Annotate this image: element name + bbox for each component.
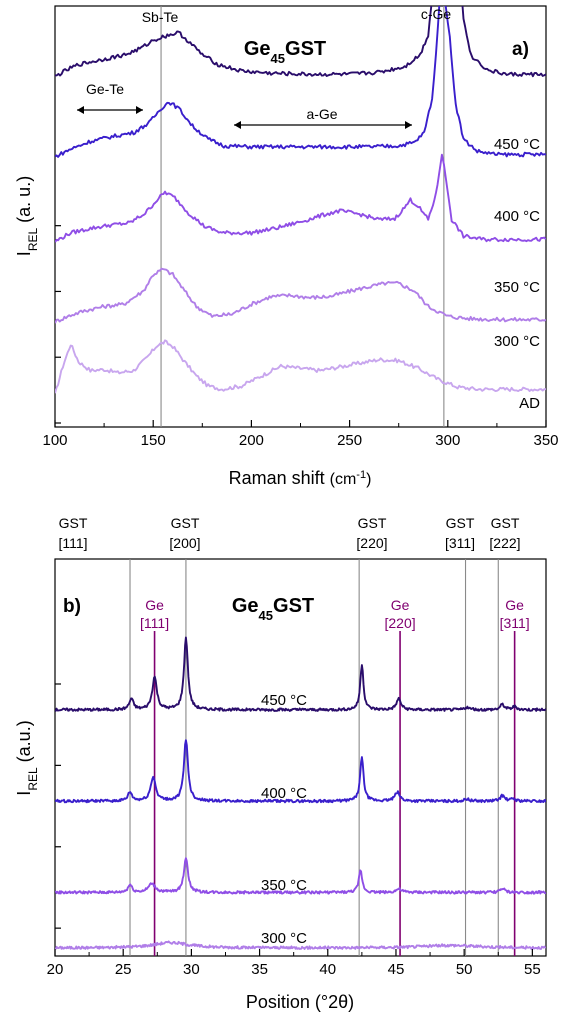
xrd-ge-ref-index: [220] <box>384 615 415 631</box>
xrd-x-tick-label: 35 <box>251 961 268 978</box>
raman-title: Ge45GST <box>244 38 326 66</box>
raman-trace <box>55 6 546 78</box>
raman-reference-lines <box>160 6 445 427</box>
raman-panel: 100 150 200 250 300 350 AD 300 °C 350 °C 400 °C 4… <box>14 5 559 488</box>
xrd-reference-labels: GST [111] GST [200] GST [220] GST [311] GST [222]… <box>58 515 529 631</box>
raman-temp-label: 350 °C <box>494 279 540 296</box>
raman-x-tick-label: 250 <box>337 432 362 449</box>
raman-x-tick-label: 150 <box>141 432 166 449</box>
xrd-plot-frame <box>54 558 547 957</box>
xrd-x-tick-label: 50 <box>456 961 473 978</box>
raman-x-tick-label: 100 <box>42 432 67 449</box>
raman-temp-label: 300 °C <box>494 333 540 350</box>
raman-x-tick-label: 300 <box>435 432 460 449</box>
xrd-trace <box>55 636 546 712</box>
xrd-panel: GST [111] GST [200] GST [220] GST [311] GST [222]… <box>14 515 547 1012</box>
xrd-gst-ref-label: GST <box>59 515 88 531</box>
xrd-x-tick-label: 40 <box>319 961 336 978</box>
xrd-trace <box>55 857 546 895</box>
xrd-temp-label: 450 °C <box>261 692 307 709</box>
raman-temp-label: 450 °C <box>494 136 540 153</box>
xrd-gst-ref-index: [222] <box>489 535 520 551</box>
xrd-trace <box>55 940 546 950</box>
xrd-temperature-labels: 300 °C 350 °C 400 °C 450 °C <box>261 692 307 947</box>
raman-trace <box>55 267 546 324</box>
xrd-ge-ref-label: Ge <box>391 597 410 613</box>
xrd-gst-ref-index: [311] <box>445 535 475 551</box>
raman-temp-label: 400 °C <box>494 208 540 225</box>
raman-x-tick-label: 200 <box>239 432 264 449</box>
gete-arrow-heads <box>77 106 143 114</box>
xrd-x-tick-label: 20 <box>47 961 64 978</box>
raman-x-ticks: 100 150 200 250 300 350 <box>42 420 559 449</box>
xrd-temp-label: 350 °C <box>261 877 307 894</box>
xrd-gst-ref-index: [111] <box>58 535 87 551</box>
gete-label: Ge-Te <box>86 81 124 97</box>
raman-panel-tag: a) <box>512 39 529 60</box>
xrd-gst-ref-index: [220] <box>356 535 387 551</box>
xrd-x-axis-label: Position (°2θ) <box>246 992 354 1012</box>
xrd-y-ticks <box>55 683 61 929</box>
raman-temperature-labels: AD 300 °C 350 °C 400 °C 450 °C <box>494 136 540 412</box>
xrd-gst-ref-label: GST <box>491 515 520 531</box>
xrd-gst-ref-label: GST <box>358 515 387 531</box>
xrd-ge-ref-label: Ge <box>145 597 164 613</box>
raman-trace <box>55 339 546 394</box>
raman-x-tick-label: 350 <box>533 432 558 449</box>
raman-temp-label: AD <box>519 395 540 412</box>
xrd-trace <box>55 739 546 804</box>
xrd-gst-ref-label: GST <box>171 515 200 531</box>
xrd-x-tick-label: 45 <box>388 961 405 978</box>
xrd-title: Ge45GST <box>232 595 314 623</box>
sbte-label: Sb-Te <box>142 9 179 25</box>
xrd-x-tick-label: 25 <box>115 961 132 978</box>
xrd-ge-ref-label: Ge <box>505 597 524 613</box>
raman-y-ticks <box>55 225 61 424</box>
xrd-y-axis-label: IREL (a.u.) <box>14 720 40 795</box>
xrd-temp-label: 300 °C <box>261 930 307 947</box>
xrd-traces <box>55 636 546 950</box>
xrd-ge-ref-index: [111] <box>140 615 169 631</box>
xrd-panel-tag: b) <box>63 596 81 617</box>
xrd-temp-label: 400 °C <box>261 785 307 802</box>
xrd-gst-ref-label: GST <box>446 515 475 531</box>
xrd-ge-ref-index: [311] <box>500 615 530 631</box>
xrd-x-tick-label: 55 <box>524 961 541 978</box>
age-label: a-Ge <box>306 106 337 122</box>
raman-plot-frame <box>54 5 547 428</box>
raman-trace <box>55 6 546 158</box>
xrd-x-tick-label: 30 <box>183 961 200 978</box>
raman-y-axis-label: IREL (a. u.) <box>14 176 40 256</box>
xrd-gst-ref-index: [200] <box>169 535 200 551</box>
raman-trace <box>55 153 546 243</box>
cge-label: c-Ge <box>421 6 452 22</box>
raman-x-axis-label: Raman shift (cm-1) <box>229 468 372 488</box>
raman-traces <box>55 6 546 394</box>
xrd-x-ticks: 20 25 30 35 40 45 50 55 <box>47 949 541 978</box>
